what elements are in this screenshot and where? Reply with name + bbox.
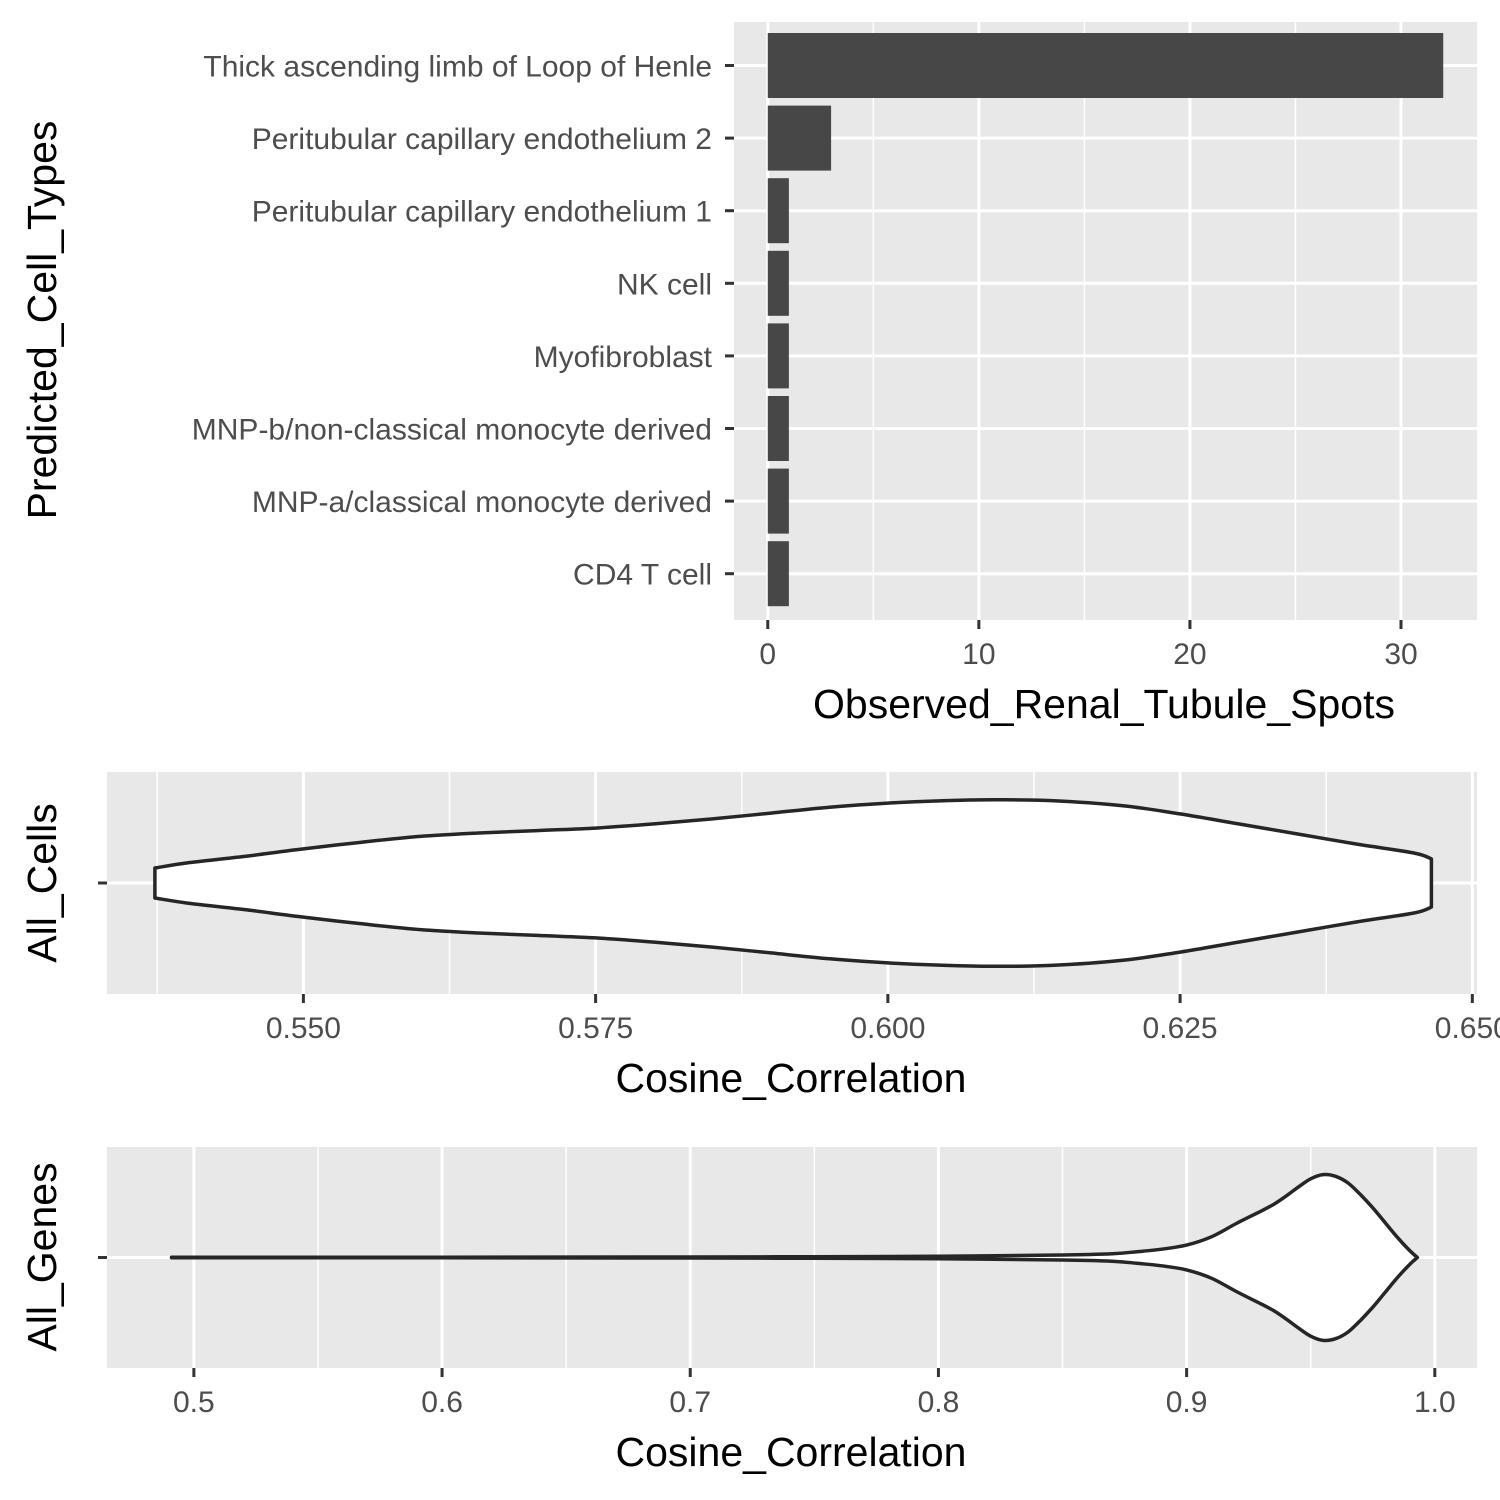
- x-tick-label: 0.7: [669, 1386, 711, 1419]
- category-label: CD4 T cell: [573, 559, 712, 592]
- x-tick-label: 0.575: [558, 1012, 633, 1045]
- bar-chart-gridlines: [734, 22, 1477, 620]
- bar: [767, 468, 789, 534]
- bar: [767, 541, 789, 607]
- category-label: Myofibroblast: [534, 341, 713, 374]
- x-tick-label: 20: [1173, 638, 1206, 671]
- bar: [767, 396, 789, 461]
- x-tick-label: 0.625: [1143, 1012, 1218, 1045]
- x-tick-label: 0: [759, 638, 776, 671]
- violin-shape: [153, 798, 1434, 969]
- genes-violin-y-axis-title: All_Genes: [19, 1162, 65, 1351]
- x-tick-label: 30: [1384, 638, 1417, 671]
- bar: [767, 105, 832, 171]
- category-label: Peritubular capillary endothelium 2: [252, 123, 712, 156]
- bar: [767, 33, 1444, 98]
- category-label: MNP-a/classical monocyte derived: [252, 486, 712, 519]
- x-tick-label: 0.9: [1166, 1386, 1208, 1419]
- cells-violin-x-axis: 0.550 0.575 0.600 0.625 0.650: [266, 994, 1500, 1045]
- x-tick-label: 0.8: [918, 1386, 960, 1419]
- cells-violin-panel: 0.550 0.575 0.600 0.625 0.650 Cosine_Correla…: [19, 772, 1500, 1101]
- x-tick-label: 0.5: [173, 1386, 215, 1419]
- violin-shape: [169, 1172, 1420, 1343]
- bar-chart-bars: [767, 33, 1444, 607]
- x-tick-label: 1.0: [1414, 1386, 1456, 1419]
- cells-violin-y-axis-title: All_Cells: [19, 803, 65, 963]
- category-label: MNP-b/non-classical monocyte derived: [192, 414, 712, 447]
- bar-chart-y-axis-title: Predicted_Cell_Types: [19, 121, 65, 520]
- x-tick-label: 0.600: [850, 1012, 925, 1045]
- cells-violin-x-axis-title: Cosine_Correlation: [616, 1055, 967, 1101]
- x-tick-label: 10: [962, 638, 995, 671]
- cells-violin-marks: [153, 798, 1434, 969]
- bar-chart-y-axis: Thick ascending limb of Loop of Henle Per…: [192, 51, 734, 592]
- bar-chart-background: [734, 22, 1477, 620]
- category-label: Thick ascending limb of Loop of Henle: [203, 51, 712, 84]
- category-label: NK cell: [617, 268, 712, 301]
- bar: [767, 323, 789, 389]
- genes-violin-marks: [169, 1172, 1420, 1343]
- x-tick-label: 0.6: [421, 1386, 463, 1419]
- x-tick-label: 0.650: [1435, 1012, 1500, 1045]
- bar-chart-panel: 0 10 20 30 Thick ascending limb of Loop of …: [19, 22, 1477, 727]
- genes-violin-panel: 0.5 0.6 0.7 0.8 0.9 1.0 Cosine_Correlation Al…: [19, 1147, 1477, 1475]
- x-tick-label: 0.550: [266, 1012, 341, 1045]
- bar-chart-x-axis-title: Observed_Renal_Tubule_Spots: [813, 681, 1395, 727]
- bar-chart-x-axis: 0 10 20 30: [759, 620, 1418, 671]
- bar: [767, 250, 789, 316]
- category-label: Peritubular capillary endothelium 1: [252, 196, 712, 229]
- genes-violin-x-axis: 0.5 0.6 0.7 0.8 0.9 1.0: [173, 1368, 1456, 1419]
- genes-violin-x-axis-title: Cosine_Correlation: [616, 1429, 967, 1475]
- bar: [767, 178, 789, 244]
